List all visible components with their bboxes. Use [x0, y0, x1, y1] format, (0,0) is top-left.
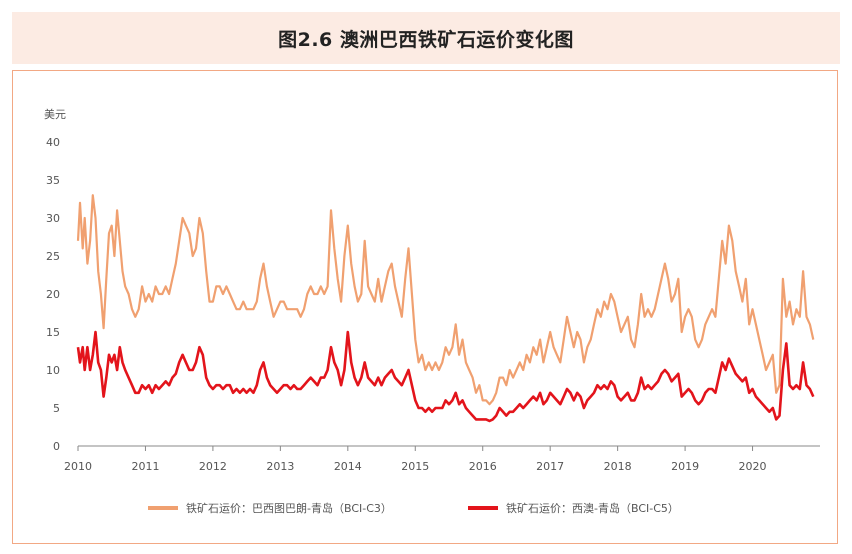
y-tick-label: 15	[46, 326, 60, 339]
x-tick-label: 2020	[739, 460, 767, 473]
x-tick-label: 2015	[401, 460, 429, 473]
x-tick-label: 2010	[64, 460, 92, 473]
y-tick-label: 10	[46, 364, 60, 377]
y-tick-label: 20	[46, 288, 60, 301]
y-tick-label: 40	[46, 136, 60, 149]
series-line-2	[76, 330, 815, 423]
y-tick-label: 25	[46, 250, 60, 263]
legend-label-2: 铁矿石运价：西澳-青岛（BCI-C5）	[506, 501, 679, 515]
y-axis-label: 美元	[44, 108, 66, 121]
x-tick-label: 2018	[604, 460, 632, 473]
y-tick-label: 5	[53, 402, 60, 415]
legend-label-1: 铁矿石运价：巴西图巴朗-青岛（BCI-C3）	[186, 501, 392, 515]
x-tick-label: 2014	[334, 460, 362, 473]
y-tick-label: 30	[46, 212, 60, 225]
series-line-1	[76, 194, 815, 406]
x-tick-label: 2017	[536, 460, 564, 473]
x-tick-label: 2011	[131, 460, 159, 473]
x-tick-label: 2012	[199, 460, 227, 473]
x-tick-label: 2016	[469, 460, 497, 473]
y-tick-label: 0	[53, 440, 60, 453]
chart-title: 图2.6 澳洲巴西铁矿石运价变化图	[12, 12, 840, 64]
chart-frame	[12, 70, 838, 544]
y-tick-label: 35	[46, 174, 60, 187]
x-tick-label: 2019	[671, 460, 699, 473]
x-tick-label: 2013	[266, 460, 294, 473]
